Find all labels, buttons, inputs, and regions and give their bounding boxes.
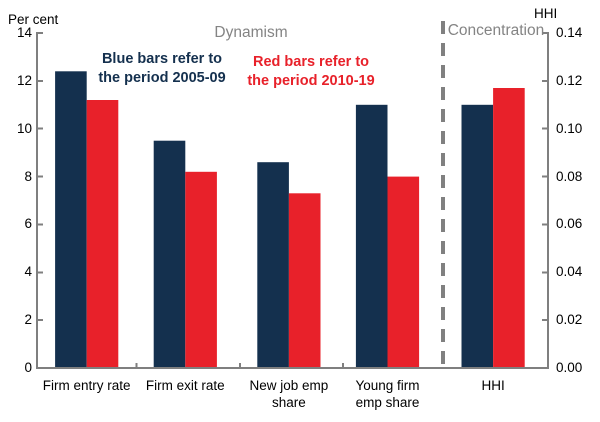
left-axis-tick-label-6: 6 [24,216,32,232]
bar-firm-exit-rate-2010-19 [185,171,217,368]
right-axis-tick-label-0.00: 0.00 [556,360,583,375]
right-axis-tick-label-0.14: 0.14 [556,25,583,40]
bar-young-firm-emp-share-2005-09 [355,104,388,369]
left-axis-tick-label-8: 8 [24,168,32,184]
bar-firm-entry-rate-2010-19 [86,100,119,368]
category-label-young-firm-emp-share: Young firm emp share [355,378,420,410]
left-axis-tick-label-0: 0 [24,360,32,375]
right-axis-tick-label-0.08: 0.08 [556,168,583,184]
section-label-dynamism: Dynamism [214,24,288,41]
bar-firm-exit-rate-2005-09 [153,140,186,368]
right-axis-title: HHI [534,6,558,21]
left-axis-tick-label-14: 14 [16,25,32,40]
category-label-hhi: HHI [481,378,505,393]
category-label-new-job-emp-share: New job emp share [249,378,329,410]
right-axis-tick-label-0.12: 0.12 [556,72,583,88]
bar-new-job-emp-share-2010-19 [288,193,321,368]
left-axis-tick-label-2: 2 [24,312,32,328]
right-axis-tick-label-0.04: 0.04 [556,264,583,280]
left-axis-tick-label-12: 12 [16,72,32,88]
left-axis-tick-label-10: 10 [16,120,32,136]
right-axis-tick-label-0.06: 0.06 [556,216,583,232]
category-label-firm-exit-rate: Firm exit rate [145,378,225,393]
bar-hhi-2010-19 [493,88,525,368]
left-axis-tick-label-4: 4 [24,264,32,280]
bar-new-job-emp-share-2005-09 [257,162,289,368]
legend-note-blue-bars: Blue bars refer to the period 2005-09 [98,51,226,86]
left-axis-title: Per cent [8,12,59,27]
right-axis-tick-label-0.02: 0.02 [556,312,583,328]
section-label-concentration: Concentration [447,22,545,39]
category-label-firm-entry-rate: Firm entry rate [42,378,131,393]
bar-young-firm-emp-share-2010-19 [387,176,420,368]
bar-hhi-2005-09 [461,104,494,369]
right-axis-tick-label-0.10: 0.10 [556,120,583,136]
bar-firm-entry-rate-2005-09 [55,71,87,369]
legend-note-red-bars: Red bars refer to the period 2010-19 [247,54,375,89]
